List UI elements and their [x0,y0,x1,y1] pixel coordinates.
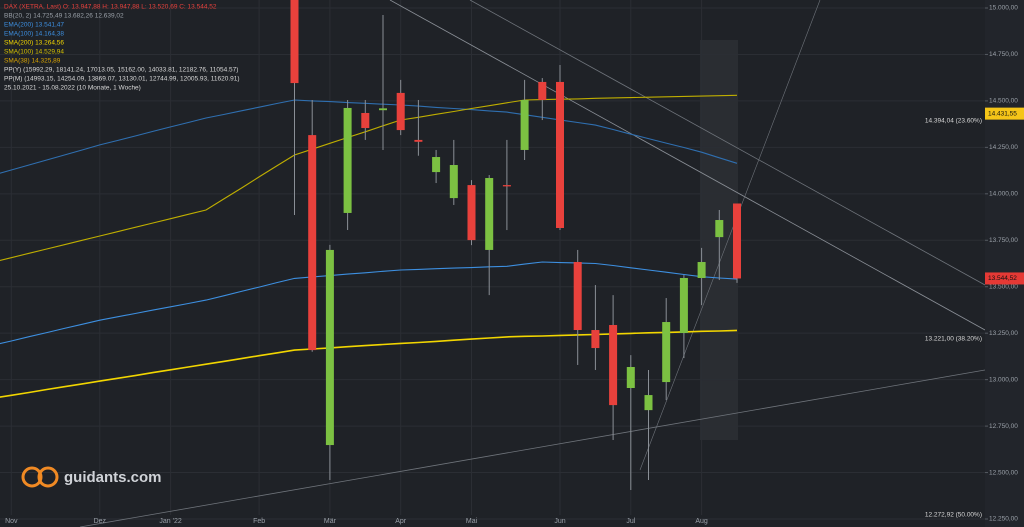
x-tick-label: Nov [5,518,18,525]
y-tick-label: 13.000,00 [989,376,1018,383]
x-tick-label: Feb [253,518,265,525]
candle-body [697,262,706,278]
candle-body [679,277,688,333]
candles [290,0,741,491]
x-tick-label: Mär [324,518,337,525]
candle-body [414,139,423,142]
x-tick-label: Mai [466,518,478,525]
candle-body [379,108,387,111]
y-tick-label: 14.000,00 [989,191,1018,198]
legend-entry: BB(20, 2) 14.725,49 13.682,26 12.639,02 [4,13,124,20]
candle-body [396,92,405,131]
logo-text: guidants.com [64,469,162,486]
y-tick-label: 14.750,00 [989,51,1018,58]
annotation: 14.394,04 (23.60%) [925,117,982,124]
candle-body [573,262,582,331]
x-tick-label: Dez [94,518,107,525]
price-label: 13.544,52 [988,275,1017,282]
trend-line [639,0,821,471]
candle-body [343,107,352,213]
y-tick-label: 14.500,00 [989,98,1018,105]
trend-line [469,0,985,286]
annotation: 12.272,92 (50.00%) [925,511,982,518]
x-tick-label: Jan '22 [159,518,181,525]
candle-body [467,185,476,241]
trend-line [389,0,985,331]
candle-body [485,178,494,250]
candle-body [361,112,370,129]
candle-body [715,220,724,238]
overlay: 12.250,00 12.500,00 12.750,00 13.000,00 13.2… [4,4,1024,525]
legend-entry: SMA(200) 13.264,56 [4,40,64,47]
candle-body [556,81,564,229]
candle-body [432,157,441,173]
x-tick-label: Jul [626,518,635,525]
candle-body [290,0,299,84]
candle-body [449,165,458,199]
annotation: 13.221,00 (38.20%) [925,335,982,342]
candle-body [626,367,635,389]
x-tick-label: Jun [554,518,565,525]
candle-body [520,99,529,150]
legend-entry: PP(Y) (15992.29, 18141.24, 17013.05, 151… [4,67,238,74]
y-tick-label: 14.250,00 [989,144,1018,151]
logo-icon [21,466,43,488]
candle-body [325,249,334,446]
legend-entry: EMA(100) 14.164,38 [4,31,64,38]
legend-entry: PP(M) (14993.15, 14254.09, 13869.07, 131… [4,76,240,83]
y-tick-label: 12.500,00 [989,469,1018,476]
legend-entry: DAX (XETRA, Last) O: 13.947,88 H: 13.947… [4,4,217,11]
candle-body [538,81,547,100]
candle-body [609,325,618,406]
price-label-box [985,107,1024,120]
trend-lines [79,0,985,527]
legend-entry: 25.10.2021 - 15.08.2022 (10 Monate, 1 Wo… [4,85,141,92]
trend-line [79,369,985,527]
candle-body [591,330,600,349]
y-tick-label: 13.250,00 [989,330,1018,337]
legend-entry: SMA(38) 14.325,89 [4,58,61,65]
candle-body [644,395,653,411]
legend-entry: SMA(100) 14.529,94 [4,49,64,56]
logo: guidants.com [21,466,162,488]
y-tick-label: 15.000,00 [989,5,1018,12]
candle-body [502,185,511,187]
candle-body [308,135,317,351]
candle-body [662,322,671,383]
legend-entry: EMA(200) 13.541,47 [4,22,64,29]
x-tick-label: Aug [695,518,708,525]
y-tick-label: 12.250,00 [989,516,1018,523]
x-tick-label: Apr [395,518,407,525]
candle-body [733,203,741,279]
indicator-line [0,261,738,345]
logo-icon [37,466,59,488]
price-label-box [985,272,1024,285]
y-tick-label: 13.500,00 [989,283,1018,290]
y-axis-panel [985,0,1024,527]
y-tick-label: 13.750,00 [989,237,1018,244]
y-tick-label: 12.750,00 [989,423,1018,430]
price-label: 14.431,55 [988,110,1017,117]
